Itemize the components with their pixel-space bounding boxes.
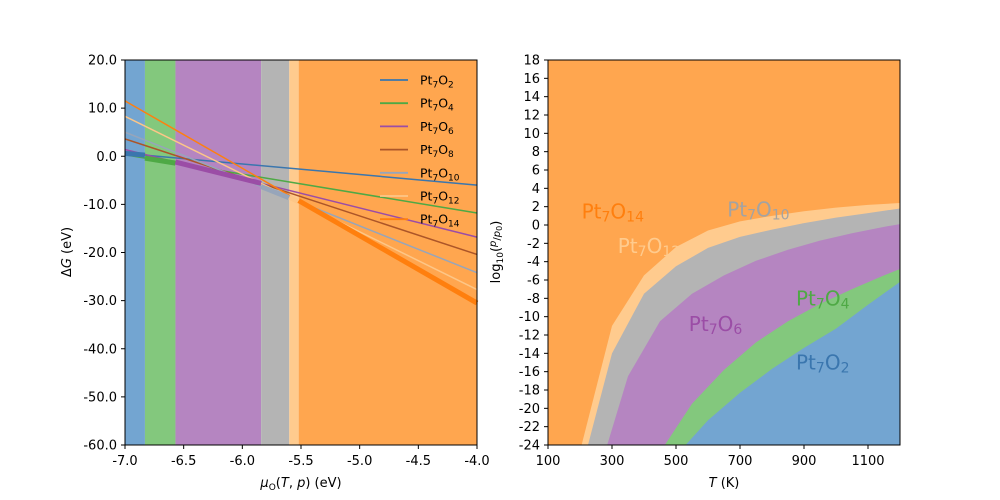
y-tick-label: 8 xyxy=(532,145,540,160)
band-pt7o4 xyxy=(144,60,176,445)
y-tick-label: -18 xyxy=(519,384,540,399)
x-tick-label: -6.0 xyxy=(230,454,255,469)
region-label-pt7o14: Pt7O14 xyxy=(582,199,644,225)
x-tick-label: 700 xyxy=(728,454,753,469)
y-tick-label: -40.0 xyxy=(83,342,117,357)
y-tick-label: -20 xyxy=(519,402,540,417)
phase-regions xyxy=(548,60,900,445)
stable-segment-pt7o2 xyxy=(124,150,146,158)
x-tick-label: -4.0 xyxy=(464,454,489,469)
y-tick-label: 10.0 xyxy=(88,102,117,117)
legend: Pt7O2 Pt7O4 Pt7O6 Pt7O8 Pt7O10 Pt7O12 Pt7O14 xyxy=(380,73,460,230)
y-tick-label: -4 xyxy=(527,255,540,270)
y-tick-label: 0 xyxy=(532,219,540,234)
x-tick-label: -4.5 xyxy=(406,454,431,469)
y-tick-label: -8 xyxy=(527,292,540,307)
y-tick-label: 4 xyxy=(532,182,540,197)
y-tick-label: 12 xyxy=(523,109,540,124)
legend-label-pt7o8: Pt7O8 xyxy=(420,142,454,160)
y-tick-label: -24 xyxy=(519,439,540,454)
x-tick-label: -5.5 xyxy=(288,454,313,469)
stability-bands xyxy=(125,60,477,445)
y-tick-label: -10 xyxy=(519,310,540,325)
stable-segment-pt7o12 xyxy=(288,194,300,205)
y-tick-label: 0.0 xyxy=(96,150,117,165)
legend-label-pt7o4: Pt7O4 xyxy=(420,96,454,114)
y-tick-label: 20.0 xyxy=(88,54,117,69)
x-tick-label: 100 xyxy=(536,454,561,469)
region-label-pt7o2: Pt7O2 xyxy=(796,351,850,377)
x-tick-label: 300 xyxy=(600,454,625,469)
band-pt7o12 xyxy=(289,60,299,445)
region-label-pt7o10: Pt7O10 xyxy=(727,197,789,223)
legend-label-pt7o14: Pt7O14 xyxy=(420,212,460,230)
right-plot-frame xyxy=(547,59,901,446)
y-tick-label: 10 xyxy=(523,127,540,142)
region-label-pt7o4: Pt7O4 xyxy=(796,286,850,312)
x-tick-label: -6.5 xyxy=(171,454,196,469)
y-tick-label: -10.0 xyxy=(83,198,117,213)
y-tick-label: 16 xyxy=(523,72,540,87)
y-tick-label: 18 xyxy=(523,54,540,69)
stable-segment-pt7o10 xyxy=(260,184,291,201)
right-y-axis-ticks: 18 16 14 12 10 8 6 4 2 0 -2 -4 -6 -8 -10 -12 -14 -16 -18 -2… xyxy=(519,54,548,454)
y-tick-label: -14 xyxy=(519,347,540,362)
right-x-axis-ticks: 100 300 500 700 900 1100 xyxy=(536,445,885,469)
stable-segment-pt7o14 xyxy=(297,198,479,306)
y-tick-label: -20.0 xyxy=(83,246,117,261)
y-tick-label: -22 xyxy=(519,420,540,435)
band-pt7o6 xyxy=(175,60,262,445)
region-label-pt7o12: Pt7O12 xyxy=(618,234,680,260)
right-x-axis-label: T (K) xyxy=(709,476,740,491)
legend-label-pt7o12: Pt7O12 xyxy=(420,189,459,207)
stable-segment-pt7o4 xyxy=(144,155,176,166)
y-tick-label: 6 xyxy=(532,164,540,179)
left-chart: -7.0 -6.5 -6.0 -5.5 -5.0 -4.5 -4.0 20.0 10.0 0.0… xyxy=(60,54,490,494)
band-pt7o10 xyxy=(261,60,290,445)
phase-labels: Pt7O14 Pt7O12 Pt7O10 Pt7O6 Pt7O4 Pt7O2 xyxy=(582,197,850,376)
stable-segment-pt7o6 xyxy=(174,159,262,186)
left-y-axis-label: ΔG (eV) xyxy=(60,227,75,277)
left-y-axis-ticks: 20.0 10.0 0.0 -10.0 -20.0 -30.0 -40.0 -50.0 -60.… xyxy=(83,54,125,454)
y-tick-label: -16 xyxy=(519,365,540,380)
x-tick-label: 900 xyxy=(792,454,817,469)
x-tick-label: -7.0 xyxy=(112,454,137,469)
x-tick-label: -5.0 xyxy=(347,454,372,469)
y-tick-label: -6 xyxy=(527,274,540,289)
legend-label-pt7o6: Pt7O6 xyxy=(420,119,454,137)
legend-label-pt7o10: Pt7O10 xyxy=(420,165,460,183)
y-tick-label: 14 xyxy=(523,90,540,105)
left-x-axis-ticks: -7.0 -6.5 -6.0 -5.5 -5.0 -4.5 -4.0 xyxy=(112,445,490,469)
region-pt7o2 xyxy=(685,281,900,445)
y-tick-label: -2 xyxy=(527,237,540,252)
x-tick-label: 1100 xyxy=(851,454,884,469)
x-tick-label: 500 xyxy=(664,454,689,469)
y-tick-label: -60.0 xyxy=(83,439,117,454)
series-line-pt7o8 xyxy=(124,138,478,256)
y-tick-label: -12 xyxy=(519,329,540,344)
legend-label-pt7o2: Pt7O2 xyxy=(420,73,454,91)
right-y-axis-label: log10(p/p0) xyxy=(488,221,506,284)
left-x-axis-label: μO(T, p) (eV) xyxy=(259,476,341,493)
y-tick-label: -30.0 xyxy=(83,294,117,309)
stable-segments xyxy=(124,150,479,306)
y-tick-label: -50.0 xyxy=(83,390,117,405)
y-tick-label: 2 xyxy=(532,200,540,215)
region-label-pt7o6: Pt7O6 xyxy=(689,312,743,338)
